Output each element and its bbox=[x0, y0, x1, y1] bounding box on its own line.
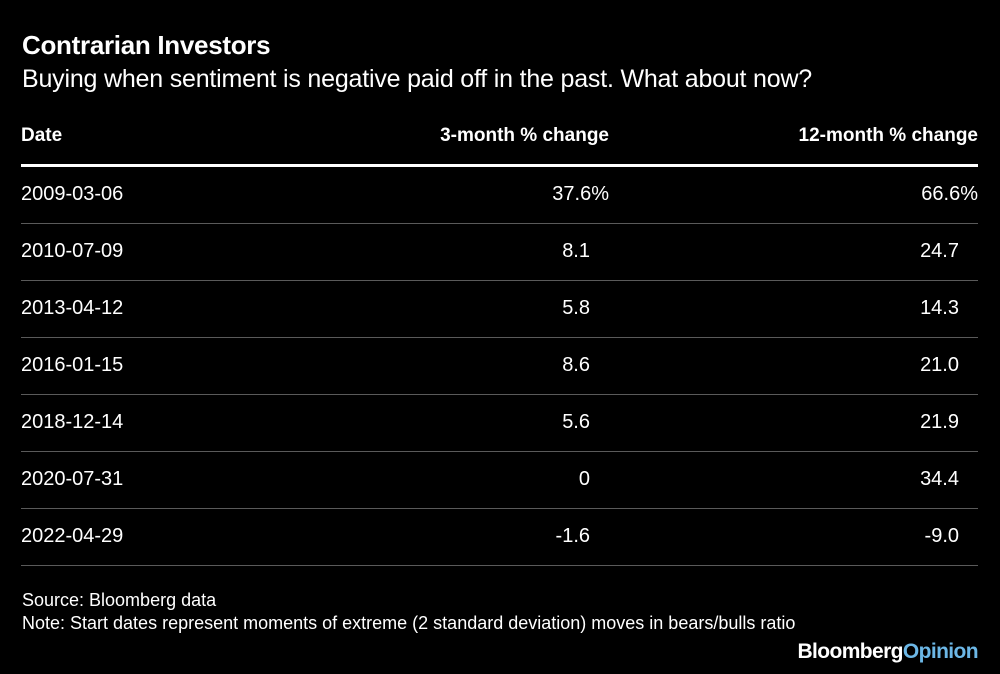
table-row: 2018-12-14 5.6 21.9 bbox=[21, 395, 978, 452]
cell-date: 2016-01-15 bbox=[21, 354, 124, 376]
table-row: 2013-04-12 5.8 14.3 bbox=[21, 281, 978, 338]
column-header-12-month: 12-month % change bbox=[798, 125, 978, 146]
table-row: 2016-01-15 8.6 21.0 bbox=[21, 338, 978, 395]
table-row: 2010-07-09 8.1 24.7 bbox=[21, 224, 978, 281]
chart-title: Contrarian Investors bbox=[22, 30, 271, 60]
table-row: 2022-04-29 -1.6 -9.0 bbox=[21, 509, 978, 566]
cell-12-month-change: 14.3 bbox=[920, 297, 959, 319]
cell-12-month-change: 24.7 bbox=[920, 240, 959, 262]
cell-12-month-change: 66.6% bbox=[921, 183, 978, 205]
source-note: Source: Bloomberg data bbox=[22, 590, 217, 610]
chart-subtitle: Buying when sentiment is negative paid o… bbox=[22, 65, 813, 93]
cell-3-month-change: 5.8 bbox=[562, 297, 590, 319]
table-row: 2009-03-06 37.6% 66.6% bbox=[21, 167, 978, 224]
cell-12-month-change: 21.0 bbox=[920, 354, 959, 376]
cell-date: 2022-04-29 bbox=[21, 525, 124, 547]
cell-date: 2009-03-06 bbox=[21, 183, 124, 205]
cell-12-month-change: 21.9 bbox=[920, 411, 959, 433]
cell-date: 2020-07-31 bbox=[21, 468, 124, 490]
footnote: Note: Start dates represent moments of e… bbox=[22, 613, 796, 633]
table-row: 2020-07-31 0 34.4 bbox=[21, 452, 978, 509]
cell-12-month-change: 34.4 bbox=[920, 468, 959, 490]
cell-date: 2010-07-09 bbox=[21, 240, 124, 262]
cell-3-month-change: 5.6 bbox=[562, 411, 590, 433]
cell-date: 2018-12-14 bbox=[21, 411, 124, 433]
column-header-date: Date bbox=[21, 125, 63, 146]
cell-3-month-change: 8.1 bbox=[562, 240, 590, 262]
logo-bloomberg-text: Bloomberg bbox=[797, 640, 903, 663]
cell-3-month-change: 0 bbox=[578, 468, 590, 490]
cell-date: 2013-04-12 bbox=[21, 297, 124, 319]
bloomberg-opinion-logo: BloombergOpinion bbox=[797, 640, 978, 664]
data-table: Date 3-month % change 12-month % change … bbox=[21, 112, 978, 566]
cell-3-month-change: 37.6% bbox=[552, 183, 609, 205]
logo-opinion-text: Opinion bbox=[902, 640, 979, 663]
cell-12-month-change: -9.0 bbox=[924, 525, 959, 547]
table-header: Date 3-month % change 12-month % change bbox=[21, 112, 978, 167]
cell-3-month-change: -1.6 bbox=[555, 525, 590, 547]
column-header-3-month: 3-month % change bbox=[440, 125, 609, 146]
cell-3-month-change: 8.6 bbox=[562, 354, 590, 376]
